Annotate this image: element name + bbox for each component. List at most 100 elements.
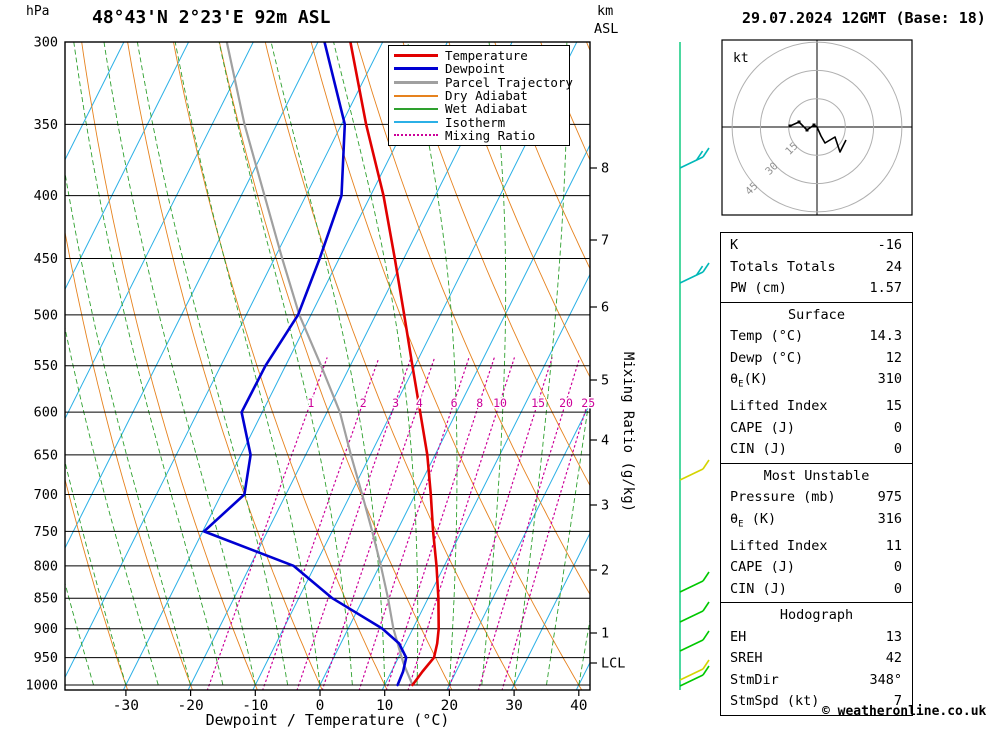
legend-item: Temperature [394, 48, 564, 64]
hodograph-ring [731, 41, 903, 213]
row-label: θE(K) [730, 371, 768, 390]
row-label: Dewp (°C) [730, 349, 804, 366]
row-value: 12 [885, 349, 902, 366]
row-label: Lifted Index [730, 398, 828, 415]
table-row: Pressure (mb) 975 [721, 487, 912, 509]
svg-text:650: 650 [34, 447, 58, 463]
legend-line-sample [394, 121, 438, 124]
row-value: 13 [885, 628, 902, 645]
hodograph-trace-marker [812, 123, 816, 127]
data-panel-section: Most Unstable Pressure (mb) 975 θE (K) 316 Li… [720, 462, 913, 604]
svg-text:8: 8 [476, 396, 483, 410]
wind-barb [679, 147, 710, 169]
svg-text:2: 2 [360, 396, 367, 410]
dewpoint-line [202, 42, 408, 687]
pressure-axis-unit: hPa [26, 4, 50, 19]
legend-item: Dewpoint [394, 61, 564, 76]
wind-barb [679, 571, 710, 593]
height-axis-unit-km: km [597, 3, 614, 19]
svg-text:1: 1 [601, 626, 609, 642]
hodograph-trace-marker [805, 128, 809, 132]
x-axis-title: Dewpoint / Temperature (°C) [205, 711, 450, 729]
svg-text:10: 10 [493, 396, 507, 410]
svg-text:700: 700 [34, 487, 58, 503]
row-value: -16 [877, 237, 902, 253]
row-value: 24 [885, 258, 902, 275]
temperature-line [349, 42, 441, 687]
row-label: SREH [730, 650, 763, 667]
row-value: 14.3 [869, 328, 902, 344]
legend-label: Temperature [445, 48, 528, 64]
wind-barb [679, 630, 710, 652]
data-panel-section: K -16 Totals Totals 24 PW (cm) 1.57 [720, 232, 913, 303]
section-header: Hodograph [779, 607, 854, 624]
table-row: Totals Totals 24 [721, 257, 912, 279]
hodograph-trace-marker [788, 124, 792, 128]
svg-text:15: 15 [531, 396, 545, 410]
wind-barb [679, 459, 710, 481]
svg-text:2: 2 [601, 563, 609, 579]
data-panel-section: Surface Temp (°C) 14.3 Dewp (°C) 12 θE(K) 310 L… [720, 301, 913, 464]
hodograph-unit-label: kt [733, 51, 749, 66]
table-row: StmDir 348° [721, 670, 912, 692]
svg-text:25: 25 [581, 396, 595, 410]
sounding-profiles [202, 42, 441, 687]
section-header: Most Unstable [763, 467, 870, 484]
svg-text:350: 350 [34, 117, 58, 133]
svg-text:300: 300 [34, 35, 58, 51]
row-value: 975 [877, 489, 902, 506]
height-axis: 8 7 6 5 4 3 2 1 LCL [590, 161, 625, 672]
table-row: θE (K) 316 [721, 509, 912, 536]
table-row: CIN (J) 0 [721, 579, 912, 601]
svg-text:4: 4 [416, 396, 423, 410]
svg-text:6: 6 [451, 396, 458, 410]
row-value: 0 [893, 441, 902, 458]
legend-label: Dry Adiabat [445, 88, 528, 104]
station-title: 48°43'N 2°23'E 92m ASL [92, 7, 331, 28]
wind-profile [679, 42, 710, 690]
pressure-tick-labels: 300 350 400 450 500 550 600 650 700 750 800 850 900 9… [25, 35, 58, 694]
svg-text:950: 950 [34, 650, 58, 666]
row-label: CAPE (J) [730, 559, 796, 576]
svg-text:30: 30 [505, 698, 522, 714]
table-row: CAPE (J) 0 [721, 557, 912, 579]
legend-item: Dry Adiabat [394, 88, 564, 104]
svg-text:850: 850 [34, 591, 58, 607]
svg-text:800: 800 [34, 558, 58, 574]
legend-label: Mixing Ratio [445, 127, 536, 143]
legend-item: Parcel Trajectory [394, 75, 573, 90]
svg-text:500: 500 [34, 307, 58, 323]
svg-text:7: 7 [601, 233, 609, 249]
temperature-axis: -30 -20 -10 0 10 20 30 40 [113, 690, 588, 714]
svg-text:-20: -20 [177, 698, 203, 714]
table-row: StmSpd (kt) 7 [721, 691, 912, 713]
legend-line-sample [394, 107, 438, 110]
table-row: CAPE (J) 0 [721, 418, 912, 440]
svg-text:40: 40 [570, 698, 587, 714]
row-value: 42 [885, 650, 902, 667]
section-header: Surface [788, 306, 845, 323]
svg-text:750: 750 [34, 524, 58, 540]
table-row: θE(K) 310 [721, 369, 912, 396]
legend-line-sample [394, 54, 438, 58]
parcel-line [225, 42, 414, 687]
legend-label: Wet Adiabat [445, 101, 528, 117]
legend: Temperature Dewpoint Parcel Trajectory Dry … [388, 45, 573, 147]
svg-text:10: 10 [376, 698, 393, 714]
row-label: CAPE (J) [730, 419, 796, 436]
table-row: CIN (J) 0 [721, 439, 912, 461]
hodograph-trace-marker [797, 120, 801, 124]
row-value: 310 [877, 371, 902, 387]
svg-text:LCL: LCL [601, 656, 625, 672]
table-row: Dewp (°C) 12 [721, 348, 912, 370]
row-value: 1.57 [869, 280, 902, 296]
legend-label: Parcel Trajectory [445, 74, 573, 90]
mixing-ratio-axis-title: Mixing Ratio (g/kg) [620, 351, 636, 513]
legend-line-sample [394, 67, 438, 71]
wind-barb [679, 601, 710, 623]
row-value: 15 [885, 398, 902, 415]
table-row: PW (cm) 1.57 [721, 278, 912, 300]
row-label: Pressure (mb) [730, 489, 836, 506]
table-row: EH 13 [721, 627, 912, 649]
